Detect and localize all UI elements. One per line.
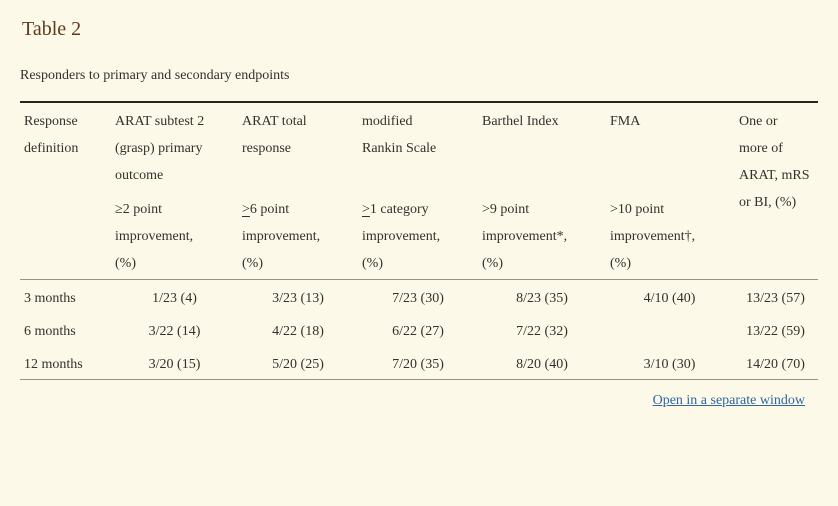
table-cell: 1/23 (4) (152, 290, 197, 306)
column-header-fma: FMA (610, 113, 641, 129)
table-cell: 4/22 (18) (272, 323, 324, 339)
subheader-arat-total: >6 point improvement, (%) (238, 191, 358, 280)
table-cell: 8/20 (40) (516, 356, 568, 372)
gt-symbol: > (482, 201, 490, 217)
endpoints-table: Response definition ARAT subtest 2 (gras… (20, 100, 818, 380)
row-label: 3 months (24, 290, 76, 306)
subheader-modified-rankin: >1 category improvement, (%) (358, 191, 478, 280)
table-cell (606, 313, 733, 346)
gte-symbol: > (242, 201, 250, 217)
table-cell: 3/10 (30) (643, 356, 696, 372)
table-cell: 3/23 (13) (272, 290, 324, 306)
table-footer: Open in a separate window (0, 393, 805, 409)
table-cell: 3/22 (14) (148, 323, 201, 339)
column-header-one-or-more: One or more of ARAT, mRS or BI, (%) (739, 113, 810, 210)
table-title: Table 2 (22, 18, 82, 40)
subheader-text: 2 point improvement, (%) (115, 201, 194, 271)
header-row-groups: Response definition ARAT subtest 2 (gras… (20, 102, 818, 210)
table-row-6-months: 6 months 3/22 (14) 4/22 (18) 6/22 (27) 7… (20, 313, 818, 346)
subheader-fma: >10 point improvement†, (%) (606, 191, 733, 280)
subheader-text: 10 point improvement†, (%) (610, 201, 696, 271)
subheader-text: 9 point improvement*, (%) (482, 201, 568, 271)
row-label: 6 months (24, 323, 76, 339)
column-header-barthel-index: Barthel Index (482, 113, 559, 129)
table-cell: 7/22 (32) (516, 323, 568, 339)
table-cell: 13/22 (59) (746, 323, 805, 339)
table-cell: 6/22 (27) (392, 323, 444, 339)
column-header-response-definition: Response definition (24, 113, 79, 156)
column-header-arat-total: ARAT total response (242, 113, 307, 156)
column-header-arat-subtest-2: ARAT subtest 2 (grasp) primary outcome (115, 113, 205, 183)
gt-symbol: > (610, 201, 618, 217)
subheader-barthel-index: >9 point improvement*, (%) (478, 191, 606, 280)
table-row-3-months: 3 months 1/23 (4) 3/23 (13) 7/23 (30) 8/… (20, 279, 818, 313)
table-cell: 8/23 (35) (516, 290, 568, 306)
table-cell: 7/20 (35) (392, 356, 444, 372)
gte-symbol: > (362, 201, 370, 217)
table-cell: 4/10 (40) (643, 290, 696, 306)
table-cell: 3/20 (15) (148, 356, 201, 372)
table-cell: 14/20 (70) (746, 356, 805, 372)
table-row-12-months: 12 months 3/20 (15) 5/20 (25) 7/20 (35) … (20, 346, 818, 380)
subheader-text: 6 point improvement, (%) (242, 201, 321, 271)
table-body: 3 months 1/23 (4) 3/23 (13) 7/23 (30) 8/… (20, 279, 818, 379)
gte-symbol: ≥ (115, 201, 123, 217)
subheader-text: 1 category improvement, (%) (362, 201, 441, 271)
table-cell: 7/23 (30) (392, 290, 444, 306)
column-header-modified-rankin: modified Rankin Scale (362, 113, 437, 156)
table-header: Response definition ARAT subtest 2 (gras… (20, 102, 818, 280)
row-label: 12 months (24, 356, 83, 372)
open-separate-window-link[interactable]: Open in a separate window (652, 392, 805, 408)
table-caption: Responders to primary and secondary endp… (20, 68, 290, 83)
table-cell: 13/23 (57) (746, 290, 805, 306)
table-cell: 5/20 (25) (272, 356, 324, 372)
header-row-thresholds: ≥2 point improvement, (%) >6 point impro… (20, 191, 818, 280)
subheader-arat-subtest-2: ≥2 point improvement, (%) (111, 191, 238, 280)
